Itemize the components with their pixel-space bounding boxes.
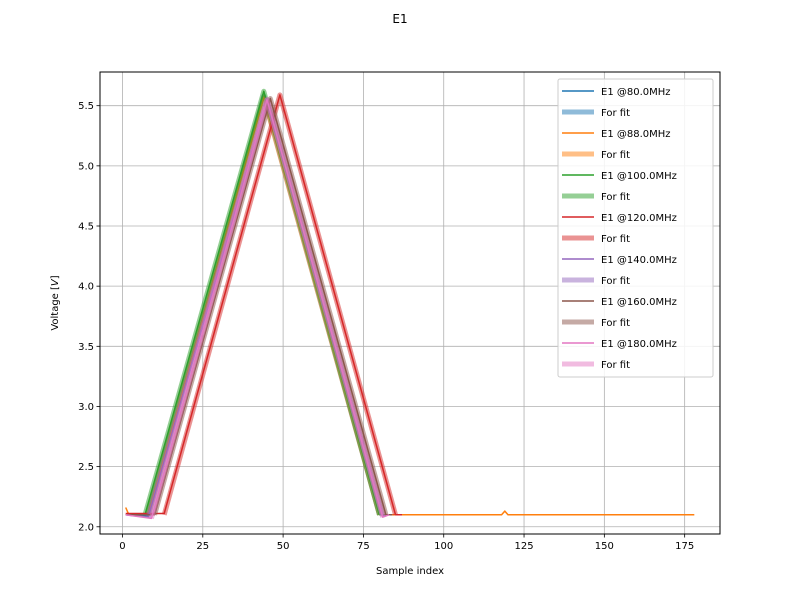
legend-box: [557, 78, 714, 378]
legend-entry-label: E1 @180.0MHz: [601, 339, 677, 350]
x-axis-label: Sample index: [376, 566, 444, 577]
y-tick-label: 2.5: [78, 462, 94, 473]
legend-entry-label: For fit: [601, 150, 630, 161]
fit-line-7: [161, 92, 398, 516]
legend-entry-label: For fit: [601, 234, 630, 245]
fit-line-13: [148, 97, 386, 520]
x-tick-label: 150: [595, 541, 614, 552]
y-axis-label-suffix: ]: [50, 275, 61, 279]
legend-entry-label: For fit: [601, 360, 630, 371]
y-tick-label: 4.0: [78, 282, 94, 293]
x-tick-label: 25: [196, 541, 209, 552]
y-tick-label: 4.5: [78, 222, 94, 233]
legend-entry-label: E1 @80.0MHz: [601, 87, 671, 98]
legend-entry-label: For fit: [601, 276, 630, 287]
legend-entry-label: E1 @140.0MHz: [601, 255, 677, 266]
y-tick-label: 2.0: [78, 522, 94, 533]
legend-entry-label: For fit: [601, 192, 630, 203]
y-tick-label: 3.0: [78, 402, 94, 413]
legend-entry-label: For fit: [601, 318, 630, 329]
x-tick-label: 0: [119, 541, 125, 552]
series-layer: [125, 88, 695, 520]
y-axis-label-unit: V: [50, 278, 61, 286]
y-tick-label: 5.0: [78, 161, 94, 172]
x-tick-label: 75: [357, 541, 370, 552]
legend-entry-label: E1 @160.0MHz: [601, 297, 677, 308]
x-tick-label: 50: [277, 541, 290, 552]
x-tick-label: 125: [514, 541, 533, 552]
plot-frame: [99, 71, 721, 535]
x-tick-label: 175: [675, 541, 694, 552]
legend: E1 @80.0MHz For fit E1 @88.0MHz For fit E1 @…: [557, 78, 714, 378]
x-tick-label: 100: [434, 541, 453, 552]
legend-entry-label: E1 @100.0MHz: [601, 171, 677, 182]
legend-entry-label: E1 @120.0MHz: [601, 213, 677, 224]
y-tick-label: 5.5: [78, 101, 94, 112]
ticks: 0 25 50 75 100 125 150 175 2.0 2.5 3.0 3.5 4.0 4.5 5.0…: [78, 101, 694, 552]
chart-title: E1: [392, 12, 407, 26]
y-tick-label: 3.5: [78, 342, 94, 353]
y-axis-label-prefix: Voltage [: [50, 286, 61, 331]
legend-entry-label: For fit: [601, 108, 630, 119]
y-axis-label: Voltage [V]: [50, 275, 61, 330]
legend-entry-label: E1 @88.0MHz: [601, 129, 671, 140]
